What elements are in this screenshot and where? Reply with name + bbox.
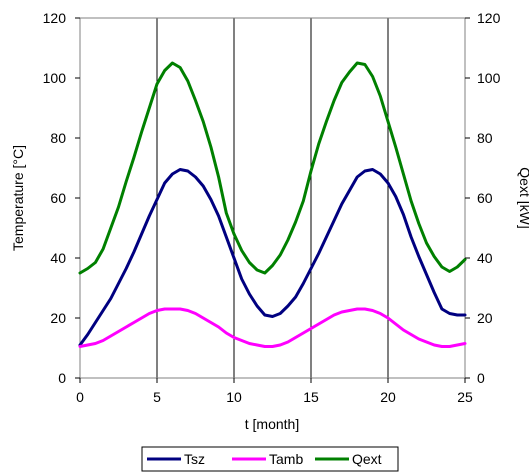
x-tick-label: 15 (303, 389, 319, 405)
y2-tick-label: 120 (477, 10, 501, 26)
x-tick-label: 20 (380, 389, 396, 405)
x-tick-label: 25 (457, 389, 473, 405)
y2-tick-label: 80 (477, 130, 493, 146)
legend-items: Tsz Tamb Qext (147, 451, 382, 467)
y2-tick-label: 40 (477, 250, 493, 266)
series-layer (78, 61, 467, 348)
y-tick-label: 60 (50, 190, 66, 206)
y-tick-label: 20 (50, 310, 66, 326)
x-tick-label: 5 (153, 389, 161, 405)
x-tick-label: 0 (76, 389, 84, 405)
y2-axis-label: Qext [kW] (517, 167, 529, 228)
plot-area-frame (79, 17, 466, 379)
legend-box (141, 446, 399, 472)
y-tick-label: 80 (50, 130, 66, 146)
y2-tick-label: 0 (477, 370, 485, 386)
x-tick-label: 10 (226, 389, 242, 405)
y2-tick-label: 20 (477, 310, 493, 326)
series-line-tamb (78, 307, 467, 348)
y-tick-label: 0 (58, 370, 66, 386)
legend-label-tamb: Tamb (269, 451, 303, 467)
y-tick-label: 100 (43, 70, 67, 86)
legend-label-tsz: Tsz (184, 451, 205, 467)
x-axis-label: t [month] (245, 416, 299, 432)
series-line-tsz (78, 168, 467, 347)
y-tick-label: 40 (50, 250, 66, 266)
y-tick-label: 120 (43, 10, 67, 26)
y-axis-label: Temperature [°C] (10, 145, 26, 251)
grid (156, 18, 389, 378)
series-line-qext (78, 61, 467, 275)
y2-tick-label: 60 (477, 190, 493, 206)
y2-tick-label: 100 (477, 70, 501, 86)
legend: Tsz Tamb Qext (141, 446, 399, 472)
legend-label-qext: Qext (352, 451, 382, 467)
